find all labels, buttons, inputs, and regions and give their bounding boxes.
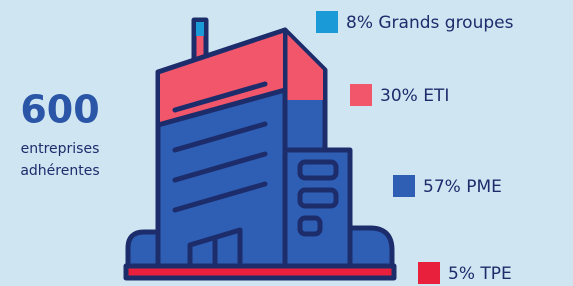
building-illustration — [126, 20, 394, 278]
headline-line: entreprises — [21, 141, 100, 157]
legend-label: 57% PME — [423, 177, 502, 197]
legend-swatch — [393, 175, 415, 197]
base — [126, 266, 394, 278]
legend-swatch — [418, 262, 440, 284]
dome — [350, 228, 392, 268]
legend-swatch — [316, 11, 338, 33]
legend-swatch — [350, 84, 372, 106]
legend-label: 30% ETI — [380, 86, 449, 106]
tower-side-top — [287, 34, 323, 100]
window — [300, 190, 336, 206]
infographic: 600 entreprises adhérentes 8% Grands gro… — [0, 0, 573, 286]
window — [300, 218, 320, 234]
headline-line: adhérentes — [20, 163, 99, 179]
headline-number: 600 — [20, 88, 99, 132]
legend-label: 5% TPE — [448, 264, 512, 284]
window — [300, 162, 336, 178]
dome — [128, 232, 158, 268]
antenna-top — [196, 22, 204, 36]
legend-label: 8% Grands groupes — [346, 13, 514, 33]
